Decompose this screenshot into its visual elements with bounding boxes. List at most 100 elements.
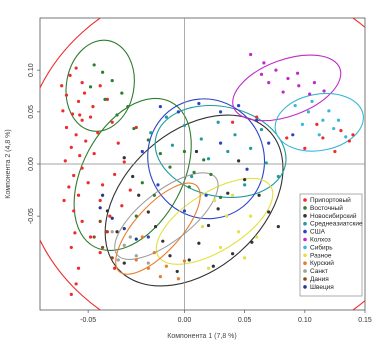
point-0-16 [67,185,71,189]
point-0-36 [122,160,126,164]
point-2-22 [122,261,126,265]
point-0-0 [68,73,72,77]
point-2-9 [197,241,201,245]
legend-label-3: Среднеазиатские [310,221,363,228]
point-4-8 [291,133,295,137]
point-3-9 [243,183,247,187]
y-tick-label-0: 0.10 [28,63,35,77]
y-axis-ticks: 0.10 0.05 0.00 -0.05 [28,63,40,224]
point-0-2 [80,81,84,85]
point-10-3 [98,219,102,223]
point-2-13 [243,178,247,182]
legend-marker-9 [303,269,307,273]
point-0-42 [62,198,66,203]
x-tick-label-1: 0.00 [178,317,192,324]
point-0-6 [80,118,84,122]
legend-marker-0 [303,198,307,202]
point-2-19 [211,264,215,268]
point-9-2 [134,254,138,258]
point-3-2 [182,123,187,128]
legend-label-11: Швеция [310,284,334,291]
point-0-3 [64,93,69,97]
point-0-14 [72,173,76,178]
point-2-4 [153,224,158,229]
point-2-18 [230,252,235,256]
legend-label-7: Разное [310,252,332,259]
point-5-0 [249,52,253,57]
point-4-13 [245,167,249,171]
point-3-6 [249,146,253,150]
point-4-5 [255,118,259,122]
point-1-8 [132,126,136,131]
point-4-3 [218,110,223,114]
point-0-28 [100,183,105,187]
point-4-0 [158,105,162,109]
point-2-16 [276,224,280,229]
legend-marker-2 [303,214,307,218]
point-2-7 [175,269,179,274]
point-6-8 [336,118,341,122]
ellipse-7 [274,92,364,152]
point-5-1 [262,61,266,65]
ellipse-9 [115,182,201,275]
point-5-5 [308,92,312,96]
point-8-0 [140,235,144,239]
point-8-2 [164,264,168,268]
point-3-0 [149,131,153,135]
ellipse-4 [154,104,287,199]
point-2-1 [131,174,135,179]
point-4-14 [146,235,150,239]
point-5-8 [259,72,264,76]
point-7-4 [200,224,205,229]
data-points [60,52,355,296]
point-8-6 [182,259,187,263]
y-axis-title: Компонента 2 (4,8 %) [5,129,12,198]
point-0-27 [92,151,96,156]
point-0-19 [80,219,84,223]
point-0-33 [98,84,102,88]
point-1-15 [140,181,144,185]
point-5-4 [297,84,301,88]
ellipse-10 [114,172,219,260]
point-3-5 [233,133,237,137]
point-4-12 [204,193,208,197]
point-5-10 [312,81,317,85]
point-0-34 [110,120,114,124]
point-3-4 [216,120,220,124]
point-0-47 [120,204,124,208]
point-1-1 [100,70,105,74]
point-0-10 [69,145,73,149]
point-9-5 [116,258,120,262]
point-2-0 [122,156,126,160]
point-0-1 [74,66,78,70]
legend-label-5: Колхоз [310,237,331,244]
point-7-0 [212,198,217,203]
legend-marker-5 [303,237,307,242]
point-2-11 [216,207,220,211]
point-6-0 [293,104,297,108]
point-0-39 [134,125,138,130]
legend-label-0: Припортовый [310,196,351,204]
ellipse-3 [73,97,192,251]
point-3-1 [164,115,168,119]
point-5-3 [286,76,290,81]
point-2-12 [226,191,230,195]
x-axis-title: Компонента 1 (7,8 %) [167,333,236,340]
y-tick-label-2: 0.00 [28,157,35,171]
point-1-16 [152,193,156,197]
point-0-58 [333,149,337,154]
ellipse-8 [155,177,274,265]
point-0-48 [98,251,102,255]
point-7-7 [218,245,223,250]
point-3-13 [170,143,175,147]
point-1-11 [168,165,172,169]
point-7-8 [243,256,247,260]
point-0-35 [116,141,120,145]
legend-label-6: Сибирь [310,243,333,251]
confidence-ellipses [40,18,365,310]
point-0-59 [315,122,319,126]
point-7-6 [255,235,259,239]
point-7-9 [206,266,211,270]
point-8-3 [176,277,181,281]
